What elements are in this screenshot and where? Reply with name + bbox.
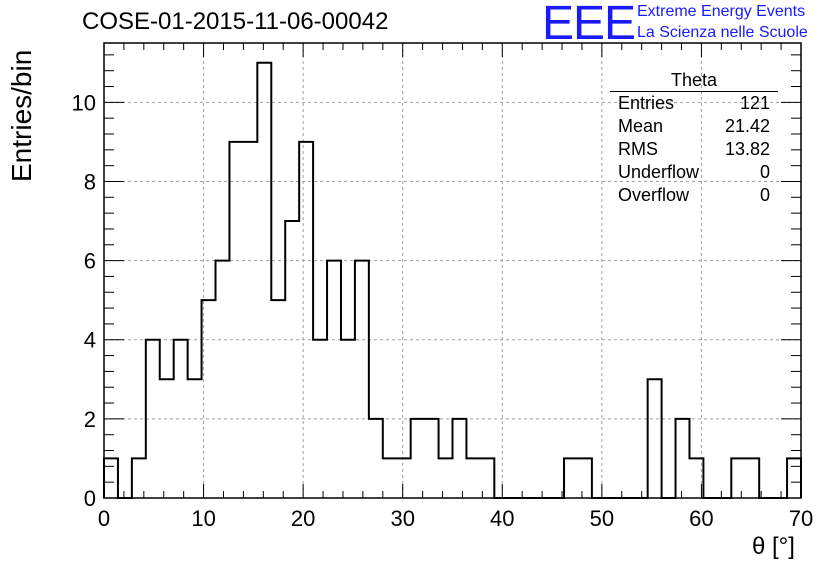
stats-label: Overflow bbox=[618, 185, 690, 205]
histogram-outline bbox=[103, 61, 802, 499]
stats-value: 0 bbox=[759, 185, 770, 205]
stats-label: Mean bbox=[618, 116, 664, 136]
histogram-bin bbox=[383, 458, 397, 498]
x-tick-label: 40 bbox=[490, 506, 514, 531]
histogram-bin bbox=[271, 300, 285, 498]
stats-row: Mean 21.42 bbox=[610, 115, 778, 138]
histogram-bin bbox=[146, 340, 160, 498]
histogram-bin bbox=[299, 142, 313, 498]
logo-text-line2: La Scienza nelle Scuole bbox=[637, 24, 808, 41]
stats-row: RMS 13.82 bbox=[610, 138, 778, 161]
histogram-bin bbox=[243, 142, 257, 498]
histogram-bin bbox=[787, 458, 801, 498]
y-tick-label: 4 bbox=[84, 328, 96, 353]
histogram-bin bbox=[174, 340, 188, 498]
stats-value: 21.42 bbox=[724, 116, 770, 136]
stats-value: 121 bbox=[739, 93, 770, 113]
histogram-bin bbox=[313, 340, 327, 498]
y-tick-label: 8 bbox=[84, 169, 96, 194]
histogram-bin bbox=[229, 142, 243, 498]
y-tick-label: 2 bbox=[84, 407, 96, 432]
stats-row: Overflow 0 bbox=[610, 184, 778, 207]
histogram-bin bbox=[355, 261, 369, 498]
histogram-bin bbox=[327, 261, 341, 498]
stats-label: RMS bbox=[618, 139, 658, 159]
y-tick-label: 10 bbox=[72, 90, 96, 115]
x-tick-label: 30 bbox=[390, 506, 414, 531]
histogram-bin bbox=[676, 419, 690, 498]
histogram-bin bbox=[285, 221, 299, 498]
stats-value: 0 bbox=[759, 162, 770, 182]
histogram-bin bbox=[160, 379, 174, 498]
y-tick-label: 6 bbox=[84, 249, 96, 274]
histogram-bin bbox=[341, 340, 355, 498]
histogram-bin bbox=[439, 458, 453, 498]
histogram-bin bbox=[564, 458, 578, 498]
histogram-bin bbox=[731, 458, 745, 498]
histogram-bin bbox=[257, 63, 271, 498]
histogram-bin bbox=[648, 379, 662, 498]
histogram-bin bbox=[466, 458, 480, 498]
stats-row: Entries 121 bbox=[610, 92, 778, 115]
stats-row: Underflow 0 bbox=[610, 161, 778, 184]
logo-text-line1: Extreme Energy Events bbox=[637, 3, 806, 20]
x-tick-label: 20 bbox=[291, 506, 315, 531]
x-tick-label: 10 bbox=[191, 506, 215, 531]
histogram-bin bbox=[188, 379, 202, 498]
stats-label: Entries bbox=[618, 93, 675, 113]
histogram-bin bbox=[745, 458, 759, 498]
x-tick-label: 50 bbox=[590, 506, 614, 531]
y-tick-label: 0 bbox=[84, 486, 96, 511]
stats-box: Theta Entries 121 Mean 21.42 RMS 13.82 U… bbox=[610, 70, 778, 207]
x-axis-label: θ [°] bbox=[752, 533, 795, 560]
x-tick-label: 70 bbox=[789, 506, 813, 531]
histogram-bin bbox=[104, 458, 118, 498]
stats-label: Underflow bbox=[618, 162, 700, 182]
histogram-bin bbox=[216, 261, 230, 498]
stats-value: 13.82 bbox=[724, 139, 770, 159]
stats-title: Theta bbox=[610, 70, 778, 92]
x-tick-label: 0 bbox=[98, 506, 110, 531]
chart-title: COSE-01-2015-11-06-00042 bbox=[82, 8, 389, 35]
histogram-bin bbox=[578, 458, 592, 498]
histogram-bin bbox=[202, 300, 216, 498]
x-tick-label: 60 bbox=[689, 506, 713, 531]
y-axis-label: Entries/bin bbox=[6, 49, 37, 182]
histogram-bin bbox=[453, 419, 467, 498]
eee-logo: EEE bbox=[542, 0, 636, 50]
histogram-bin bbox=[397, 458, 411, 498]
histogram-bin bbox=[411, 419, 425, 498]
plot-frame bbox=[103, 42, 802, 499]
histogram-bin bbox=[369, 419, 383, 498]
histogram-bin bbox=[425, 419, 439, 498]
